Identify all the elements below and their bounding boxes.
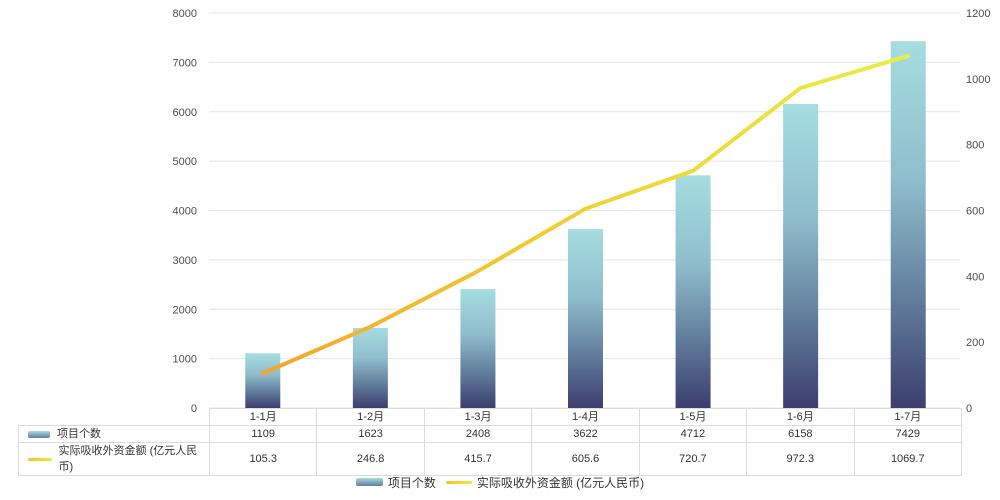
bar-value-cell: 3622 [531, 425, 640, 443]
left-axis-tick-label: 5000 [173, 156, 197, 168]
bar-1-7月[interactable] [890, 41, 926, 409]
bar-1-1月[interactable] [245, 353, 281, 408]
row-label-bar-series: 项目个数 [18, 425, 210, 443]
table-corner-spacer [19, 409, 210, 426]
category-cell: 1-3月 [423, 408, 533, 426]
table-row: 项目个数 1109 1623 2408 3622 4712 6158 7429 [18, 425, 963, 443]
right-axis-tick-label: 1000 [966, 74, 990, 86]
bar-1-2月[interactable] [352, 327, 388, 408]
line-value-cell: 972.3 [746, 442, 855, 476]
category-cell: 1-2月 [316, 408, 425, 426]
legend-item-bar-series[interactable]: 项目个数 [355, 474, 436, 491]
bar-value-cell: 1109 [208, 425, 318, 443]
row-label-inner: 项目个数 [19, 426, 209, 442]
bar-value-cell: 6158 [746, 425, 855, 443]
left-axis-tick-label: 4000 [173, 206, 197, 218]
series-name-label: 实际吸收外资金额 (亿元人民币) [58, 445, 198, 473]
legend-label: 项目个数 [387, 475, 436, 490]
bar-1-5月[interactable] [675, 175, 711, 408]
category-cell: 1-7月 [853, 408, 963, 426]
left-axis-tick-label: 0 [191, 403, 197, 415]
bar-swatch-icon [28, 430, 50, 438]
line-value-cell: 605.6 [531, 442, 640, 476]
bar-1-6月[interactable] [783, 103, 819, 408]
bar-swatch-icon [355, 478, 383, 486]
row-label-inner: 实际吸收外资金额 (亿元人民币) [19, 443, 209, 475]
line-swatch-icon [445, 480, 472, 484]
right-axis-tick-label: 200 [966, 337, 984, 349]
line-series[interactable] [260, 53, 911, 376]
line-value-cell: 720.7 [638, 442, 748, 476]
right-axis-tick-label: 0 [966, 403, 972, 415]
right-axis-tick-label: 600 [966, 206, 984, 218]
line-swatch-icon [28, 457, 52, 461]
line-value-cell: 105.3 [208, 442, 318, 476]
legend-item-line-series[interactable]: 实际吸收外资金额 (亿元人民币) [445, 474, 645, 491]
category-cell: 1-6月 [746, 408, 855, 426]
bar-value-cell: 1623 [316, 425, 425, 443]
legend-label: 实际吸收外资金额 (亿元人民币) [476, 475, 645, 490]
bar-1-3月[interactable] [460, 289, 496, 408]
line-value-cell: 1069.7 [853, 442, 963, 476]
chart-legend: 项目个数 实际吸收外资金额 (亿元人民币) [0, 474, 1000, 490]
line-value-cell: 246.8 [316, 442, 425, 476]
left-axis-tick-label: 2000 [173, 304, 197, 316]
right-axis-tick-label: 400 [966, 271, 984, 283]
table-row: 实际吸收外资金额 (亿元人民币) 105.3 246.8 415.7 605.6 720.… [18, 442, 963, 476]
left-axis-tick-label: 7000 [173, 57, 197, 69]
row-label-line-series: 实际吸收外资金额 (亿元人民币) [18, 442, 210, 476]
left-axis-tick-label: 6000 [173, 107, 197, 119]
series-name-label: 项目个数 [57, 428, 101, 440]
left-axis-tick-label: 8000 [173, 8, 197, 20]
bar-value-cell: 7429 [853, 425, 963, 443]
category-cell: 1-1月 [208, 408, 318, 426]
data-table: 1-1月 1-2月 1-3月 1-4月 1-5月 1-6月 1-7月项目个数 1109 1623… [18, 408, 963, 476]
left-axis-tick-label: 1000 [173, 354, 197, 366]
left-axis-tick-label: 3000 [173, 255, 197, 267]
bar-value-cell: 4712 [638, 425, 748, 443]
right-axis-tick-label: 1200 [966, 8, 990, 20]
category-cell: 1-4月 [531, 408, 640, 426]
bar-1-4月[interactable] [568, 229, 603, 408]
line-value-cell: 415.7 [423, 442, 533, 476]
category-cell: 1-5月 [638, 408, 748, 426]
bar-value-cell: 2408 [423, 425, 533, 443]
table-row: 1-1月 1-2月 1-3月 1-4月 1-5月 1-6月 1-7月 [19, 408, 963, 426]
right-axis-tick-label: 800 [966, 140, 984, 152]
